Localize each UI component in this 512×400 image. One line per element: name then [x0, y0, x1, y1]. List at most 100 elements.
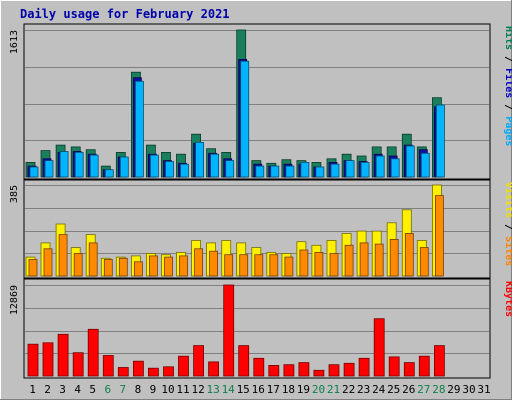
bar-kbytes-day-8	[132, 360, 144, 377]
bar-sites-day-26	[404, 233, 414, 277]
x-tick-day-21: 21	[327, 383, 340, 396]
bar-kbytes-day-7	[117, 367, 129, 377]
bar-pages-day-22	[345, 160, 355, 178]
x-tick-day-22: 22	[342, 383, 355, 396]
x-tick-day-14: 14	[222, 383, 236, 396]
bar-kbytes-day-1	[27, 343, 39, 377]
bar-pages-day-10	[165, 161, 174, 178]
x-tick-day-31: 31	[477, 383, 490, 396]
bar-sites-day-18	[284, 256, 294, 277]
bar-sites-day-4	[73, 253, 83, 277]
bar-sites-day-16	[254, 254, 264, 277]
bar-kbytes-day-4	[72, 352, 84, 377]
bar-pages-day-17	[270, 165, 280, 178]
bar-sites-day-8	[133, 261, 143, 277]
bar-sites-day-25	[389, 238, 399, 277]
bar-sites-day-7	[118, 257, 128, 277]
x-tick-day-18: 18	[282, 383, 295, 396]
bar-kbytes-day-24	[373, 318, 385, 377]
bar-kbytes-day-5	[87, 328, 99, 377]
bar-pages-day-25	[390, 158, 400, 178]
x-tick-day-10: 10	[161, 383, 174, 396]
chart-title: Daily usage for February 2021	[20, 7, 230, 21]
x-tick-day-2: 2	[44, 383, 51, 396]
panel-pages_files_hits: 1613 Hits / Files / Pages	[9, 23, 512, 180]
bar-pages-day-4	[74, 151, 84, 178]
bar-kbytes-day-22	[343, 362, 355, 377]
right-legend: Hits / Files / Pages	[503, 26, 512, 146]
bar-pages-day-27	[420, 152, 430, 178]
bar-sites-day-22	[344, 244, 354, 277]
legend-kbytes: KBytes	[503, 281, 512, 317]
bar-pages-day-2	[44, 160, 54, 178]
bar-kbytes-day-27	[418, 355, 430, 377]
bar-pages-day-23	[360, 161, 370, 178]
x-tick-day-7: 7	[119, 383, 126, 396]
x-tick-day-9: 9	[150, 383, 157, 396]
bar-sites-day-6	[103, 259, 113, 277]
bar-sites-day-19	[299, 249, 309, 277]
legend-visits: Visits	[503, 182, 512, 218]
bar-kbytes-day-15	[238, 345, 250, 377]
bar-pages-day-18	[285, 165, 295, 178]
bar-kbytes-day-23	[358, 357, 370, 377]
bar-sites-day-2	[43, 248, 53, 277]
x-tick-day-6: 6	[104, 383, 111, 396]
bar-kbytes-day-14	[223, 284, 235, 377]
x-axis-labels: 1 2 3 4 5 6 7 8 9 10 11 12 13 14 15 16 17 18 19 20 21 22 23 24 2…	[29, 383, 490, 396]
bar-sites-day-20	[314, 251, 324, 277]
x-tick-day-29: 29	[447, 383, 460, 396]
bar-pages-day-5	[89, 154, 99, 178]
bar-kbytes-day-28	[433, 345, 445, 377]
x-tick-day-20: 20	[312, 383, 325, 396]
bar-sites-day-10	[164, 256, 173, 277]
bar-kbytes-day-20	[313, 369, 325, 377]
x-tick-day-4: 4	[74, 383, 81, 396]
y-max-label: 12869	[9, 285, 20, 315]
bar-sites-day-28	[434, 195, 444, 277]
bar-kbytes-day-18	[283, 364, 295, 377]
bar-pages-day-21	[330, 163, 340, 178]
x-tick-day-23: 23	[357, 383, 370, 396]
bar-pages-day-11	[180, 163, 189, 178]
x-tick-day-3: 3	[59, 383, 66, 396]
bar-kbytes-day-9	[147, 367, 159, 377]
bar-sites-day-21	[329, 253, 339, 277]
bar-sites-day-23	[359, 242, 369, 277]
bar-kbytes-day-6	[102, 355, 114, 377]
bar-sites-day-27	[419, 247, 429, 277]
bar-pages-day-6	[104, 169, 114, 178]
legend-files: Files	[503, 68, 512, 98]
bar-sites-day-17	[269, 254, 279, 277]
x-tick-day-15: 15	[237, 383, 250, 396]
bar-pages-day-15	[240, 60, 250, 178]
bar-pages-day-16	[255, 165, 265, 178]
x-tick-day-8: 8	[135, 383, 142, 396]
bar-pages-day-12	[195, 141, 205, 178]
bar-kbytes-day-21	[328, 364, 340, 377]
bar-kbytes-day-2	[42, 342, 54, 377]
bar-pages-day-14	[225, 160, 235, 178]
bar-kbytes-day-13	[208, 361, 220, 377]
x-tick-day-25: 25	[387, 383, 400, 396]
x-tick-day-27: 27	[417, 383, 430, 396]
legend-hits: Hits	[503, 26, 512, 50]
x-tick-day-19: 19	[297, 383, 310, 396]
bar-pages-day-9	[149, 154, 159, 178]
x-tick-day-24: 24	[372, 383, 386, 396]
bar-pages-day-8	[134, 80, 144, 178]
bar-sites-day-9	[148, 255, 158, 277]
x-tick-day-13: 13	[206, 383, 219, 396]
bar-kbytes-day-19	[298, 362, 310, 377]
bar-kbytes-day-10	[163, 366, 174, 377]
x-tick-day-26: 26	[402, 383, 415, 396]
bar-sites-day-1	[28, 259, 38, 277]
legend-sites: Sites	[503, 236, 512, 266]
x-tick-day-1: 1	[29, 383, 36, 396]
bar-sites-day-24	[374, 243, 384, 277]
bar-kbytes-day-12	[193, 345, 205, 377]
y-max-label: 1613	[9, 30, 20, 54]
bar-sites-day-15	[239, 254, 249, 277]
bar-sites-day-5	[88, 242, 98, 277]
